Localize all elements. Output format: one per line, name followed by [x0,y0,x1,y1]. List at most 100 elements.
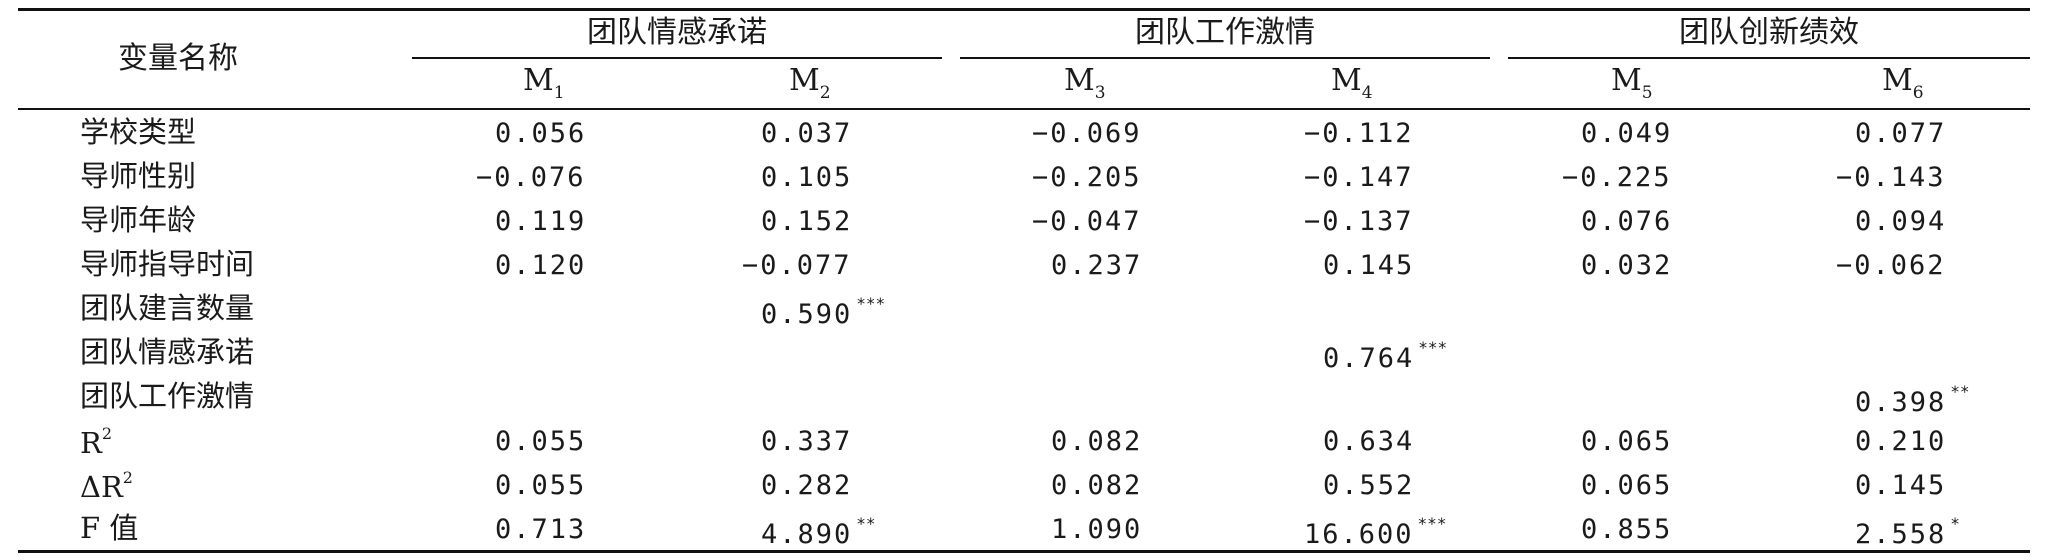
header-group-1: 团队情感承诺 [587,15,767,50]
table-cell: −0.147 [1304,164,1414,191]
cell-value: 0.145 [1323,250,1415,281]
model-subscript: 1 [553,83,565,103]
model-base: M [789,63,820,98]
table-cell: 0.120 [495,252,586,279]
header-model-5: M5 [1611,66,1653,102]
table-cell: 0.634 [1323,428,1414,455]
significance-stars: *** [1417,514,1447,533]
table-cell: 0.076 [1581,208,1672,235]
table-cell: 0.065 [1581,428,1672,455]
cell-value: 0.082 [1051,470,1143,501]
table-cell: 0.152 [761,208,852,235]
cell-value: 0.145 [1855,470,1947,501]
row-label-text: ΔR [80,470,123,504]
table-cell: −0.225 [1562,164,1672,191]
cell-value: −0.225 [1562,162,1672,193]
table-cell: 0.065 [1581,472,1672,499]
table-cell: 0.055 [495,428,586,455]
table-cell: 4.890 ** [761,516,876,550]
row-label: 导师指导时间 [80,250,254,279]
table-cell: 0.049 [1581,120,1672,147]
header-model-6: M6 [1882,66,1924,102]
row-label-text: R [80,426,102,460]
table-cell: 0.032 [1581,252,1672,279]
table-cell: −0.076 [476,164,586,191]
cell-value: 0.032 [1581,250,1673,281]
cell-value: −0.077 [742,250,852,281]
table-cell: 0.105 [761,164,852,191]
row-label: 导师年龄 [80,206,196,235]
row-label-superscript: 2 [101,424,113,443]
model-base: M [1331,63,1362,98]
row-label-text: 导师性别 [80,159,197,193]
row-label: ΔR2 [80,470,133,502]
cell-value: 0.049 [1581,118,1673,149]
table-cell: 0.210 [1855,428,1946,455]
cell-value: 0.082 [1051,426,1143,457]
header-model-3: M3 [1064,66,1106,102]
cell-value: 0.855 [1581,514,1673,545]
group-rule-3 [1508,57,2030,59]
cell-value: 0.055 [495,470,587,501]
cell-value: 0.065 [1581,470,1673,501]
cell-value: 0.037 [761,118,853,149]
cell-value: 16.600 [1304,519,1414,550]
significance-stars: * [1950,514,1960,533]
cell-value: −0.147 [1304,162,1414,193]
row-label-superscript: 2 [122,468,133,487]
table-cell: 0.055 [495,472,586,499]
table-cell: 0.145 [1323,252,1414,279]
table-cell: 0.119 [495,208,586,235]
table-cell: 0.082 [1051,428,1142,455]
cell-value: 0.065 [1581,426,1673,457]
table-cell: 1.090 [1051,516,1142,543]
model-subscript: 5 [1641,83,1653,103]
table-cell: −0.077 [742,252,852,279]
cell-value: 0.764 [1323,343,1415,374]
header-model-2: M2 [789,66,831,102]
cell-value: 0.210 [1855,426,1947,457]
cell-value: −0.076 [476,162,586,193]
table-cell: 0.337 [761,428,852,455]
model-base: M [1611,63,1642,98]
model-subscript: 6 [1912,83,1924,103]
cell-value: 0.094 [1855,206,1947,237]
row-label: F 值 [80,514,138,543]
table-cell: −0.143 [1836,164,1946,191]
row-label: 团队工作激情 [80,382,254,411]
table-cell: −0.137 [1304,208,1414,235]
cell-value: 4.890 [761,519,853,550]
table-cell: −0.112 [1304,120,1414,147]
cell-value: 0.590 [761,299,853,330]
model-base: M [1064,63,1095,98]
cell-value: −0.047 [1032,206,1142,237]
table-cell: −0.062 [1836,252,1946,279]
table-cell: 0.094 [1855,208,1946,235]
cell-value: 0.337 [761,426,853,457]
cell-value: 0.105 [761,162,853,193]
cell-value: −0.137 [1304,206,1414,237]
row-label-text: 学校类型 [80,115,197,149]
model-base: M [523,63,554,98]
model-subscript: 3 [1094,83,1106,103]
significance-stars: *** [1418,338,1448,357]
row-label-text: 团队情感承诺 [80,335,255,369]
cell-value: 0.077 [1855,118,1947,149]
row-label: 团队情感承诺 [80,338,254,367]
row-label-text: 导师指导时间 [80,247,255,281]
table-cell: 0.082 [1051,472,1142,499]
table-cell: 0.237 [1051,252,1142,279]
cell-value: −0.069 [1032,118,1142,149]
table-cell: 0.145 [1855,472,1946,499]
cell-value: −0.205 [1032,162,1142,193]
group-rule-1 [412,57,942,59]
header-model-4: M4 [1331,66,1373,102]
cell-value: 0.713 [495,514,587,545]
table-cell: 0.282 [761,472,852,499]
cell-value: 0.237 [1051,250,1143,281]
significance-stars: ** [1950,382,1970,401]
cell-value: −0.062 [1836,250,1946,281]
cell-value: 2.558 [1855,519,1947,550]
cell-value: 0.552 [1323,470,1415,501]
header-group-2: 团队工作激情 [1135,15,1315,50]
